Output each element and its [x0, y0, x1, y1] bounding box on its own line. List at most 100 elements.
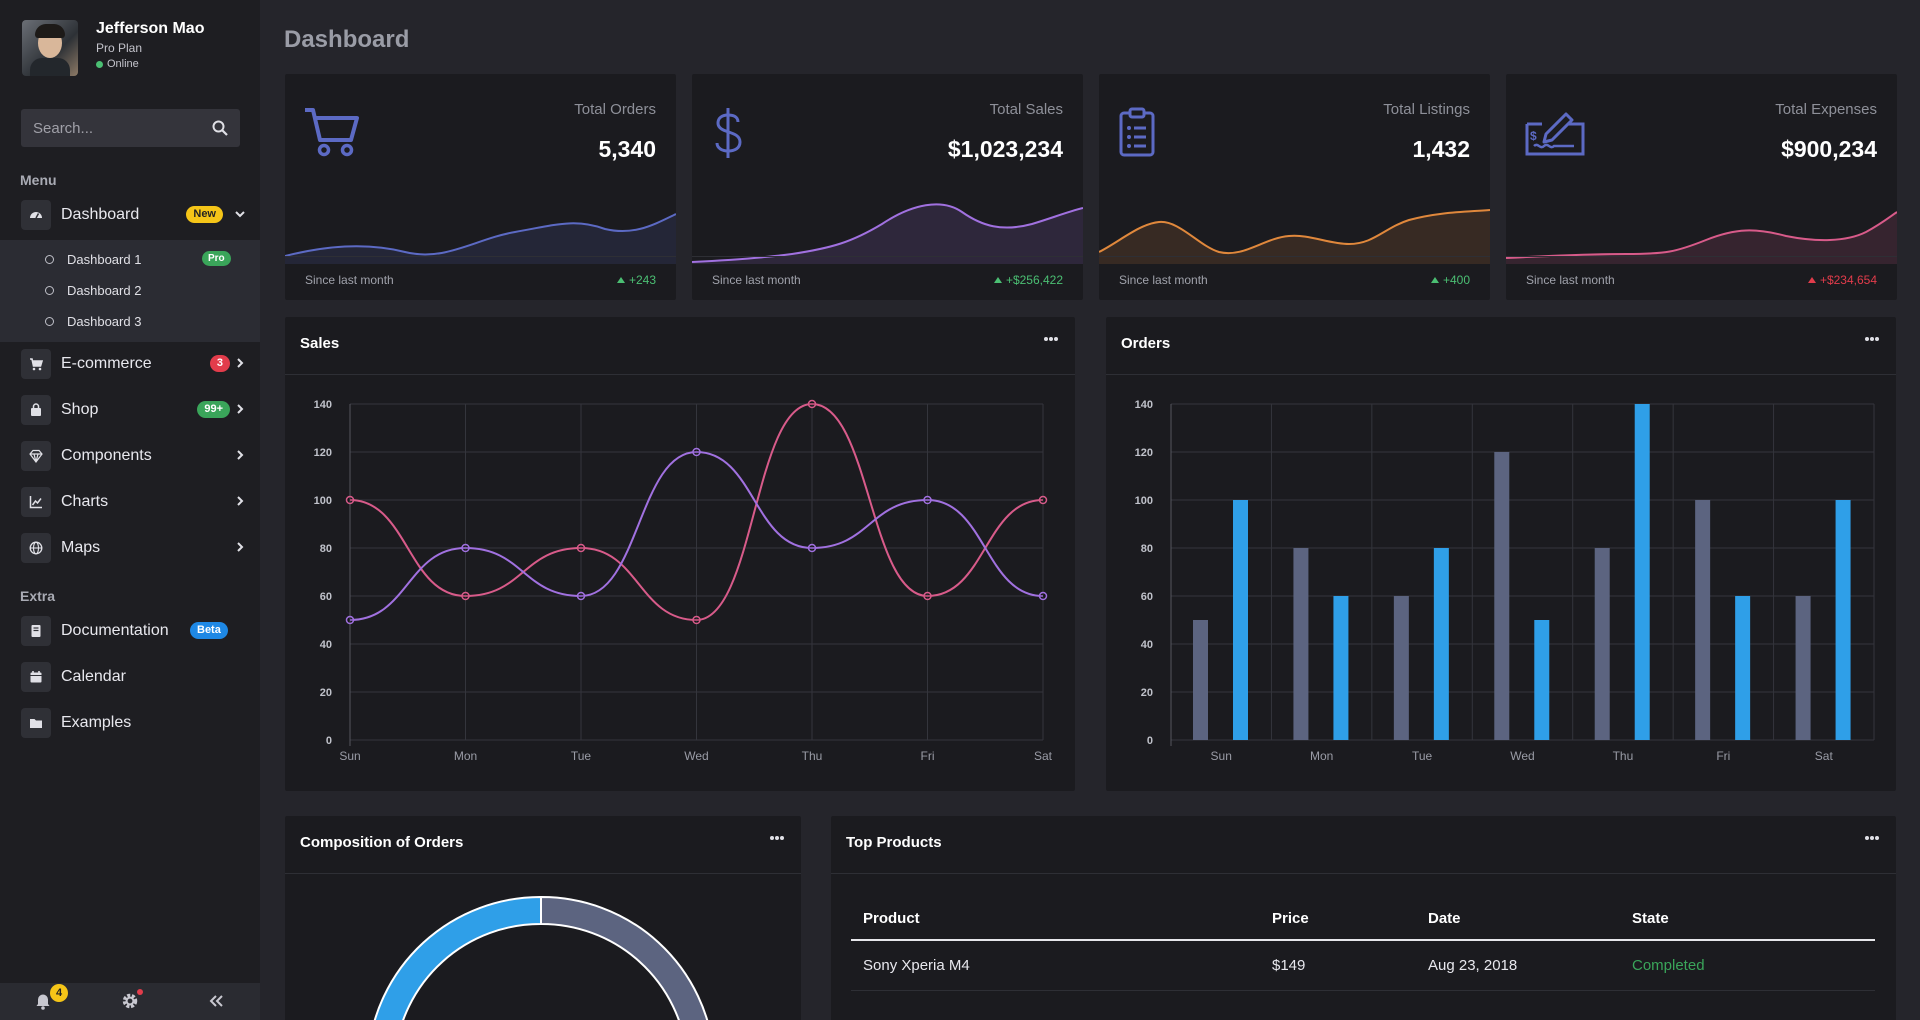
stat-delta: +$234,654 [1820, 273, 1877, 287]
column-header[interactable]: State [1620, 898, 1875, 940]
user-name: Jefferson Mao [96, 20, 204, 38]
y-tick-label: 100 [1135, 495, 1153, 507]
sidebar-item-dashboard-1[interactable]: Dashboard 1 Pro [0, 244, 260, 274]
sales-line-chart: 0 20 40 60 80 100 120 140 Sun Mon Tue Wed Thu Fri Sat [285, 317, 1075, 791]
y-tick-label: 60 [320, 591, 332, 603]
y-tick-label: 0 [326, 735, 332, 747]
column-header[interactable]: Price [1260, 898, 1416, 940]
bar-gray [1394, 596, 1409, 740]
stat-card-total-listings: Total Listings 1,432 Since last month +4… [1099, 74, 1490, 300]
sidebar-item-examples[interactable]: Examples [0, 703, 260, 743]
stat-card-total-expenses: $ Total Expenses $900,234 Since last mon… [1506, 74, 1897, 300]
sidebar-item-dashboard-2[interactable]: Dashboard 2 [0, 275, 260, 305]
avatar [22, 20, 78, 76]
data-point [347, 497, 354, 504]
column-header[interactable]: Date [1416, 898, 1620, 940]
chevron-down-icon [234, 208, 246, 220]
x-tick-label: Tue [571, 749, 592, 763]
y-tick-label: 100 [314, 495, 332, 507]
search-input[interactable] [21, 120, 201, 137]
bar-blue [1434, 548, 1449, 740]
count-badge: 3 [210, 355, 230, 372]
data-point [1040, 497, 1047, 504]
composition-card: Composition of Orders [285, 816, 801, 1020]
pro-badge: Pro [202, 251, 231, 266]
sidebar-item-components[interactable]: Components [0, 436, 260, 476]
circle-icon [45, 317, 54, 326]
sidebar-item-charts[interactable]: Charts [0, 482, 260, 522]
data-point [462, 545, 469, 552]
stat-delta: +400 [1443, 273, 1470, 287]
bar-blue [1836, 500, 1851, 740]
cart-icon [21, 349, 51, 379]
clipboard-list-icon [1117, 106, 1157, 158]
data-point [578, 545, 585, 552]
settings-button[interactable] [121, 992, 139, 1015]
column-header[interactable]: Product [851, 898, 1260, 940]
y-tick-label: 80 [1141, 543, 1153, 555]
notifications-button[interactable]: 4 [35, 993, 51, 1015]
price-cell: $149 [1260, 940, 1416, 990]
shopping-cart-icon [303, 106, 361, 158]
y-tick-label: 0 [1147, 735, 1153, 747]
x-tick-label: Thu [1613, 749, 1634, 763]
extra-section-label: Extra [20, 588, 55, 604]
search-icon[interactable] [212, 120, 228, 136]
globe-icon [21, 533, 51, 563]
y-tick-label: 120 [314, 447, 332, 459]
stat-title: Total Listings [1383, 101, 1470, 118]
data-point [1040, 593, 1047, 600]
card-title: Top Products [846, 834, 942, 851]
x-tick-label: Sun [1211, 749, 1232, 763]
data-point [809, 401, 816, 408]
sidebar-item-dashboard[interactable]: Dashboard New [0, 195, 260, 235]
orders-chart-card: Orders 0 20 40 60 80 100 120 140 Sun Mon Tue Wed Thu… [1106, 317, 1896, 791]
data-point [809, 545, 816, 552]
stat-value: 1,432 [1412, 136, 1470, 163]
stat-card-total-sales: Total Sales $1,023,234 Since last month … [692, 74, 1083, 300]
new-badge: New [186, 206, 223, 223]
sales-chart-card: Sales 0 20 40 60 80 100 120 140 Sun Mon Tue Wed Thu F… [285, 317, 1075, 791]
sidebar-item-dashboard-3[interactable]: Dashboard 3 [0, 306, 260, 336]
user-profile[interactable]: Jefferson Mao Pro Plan Online [22, 20, 204, 76]
menu-section-label: Menu [20, 172, 57, 188]
bar-blue [1333, 596, 1348, 740]
caret-up-icon [994, 277, 1002, 283]
bar-blue [1233, 500, 1248, 740]
y-tick-label: 120 [1135, 447, 1153, 459]
alert-dot-icon [137, 989, 143, 995]
sidebar-footer: 4 [0, 983, 260, 1020]
sidebar-item-ecommerce[interactable]: E-commerce 3 [0, 344, 260, 384]
bar-blue [1534, 620, 1549, 740]
sidebar-item-calendar[interactable]: Calendar [0, 657, 260, 697]
stat-delta: +243 [629, 273, 656, 287]
sparkline [285, 194, 676, 264]
sparkline [1099, 194, 1490, 264]
x-tick-label: Wed [684, 749, 708, 763]
bar-blue [1635, 404, 1650, 740]
chevron-right-icon [234, 495, 246, 507]
sidebar-item-label: Dashboard [61, 206, 139, 224]
user-plan: Pro Plan [96, 41, 204, 55]
y-tick-label: 40 [320, 639, 332, 651]
sparkline [1506, 194, 1897, 264]
x-tick-label: Thu [802, 749, 823, 763]
sidebar-item-maps[interactable]: Maps [0, 528, 260, 568]
collapse-sidebar-button[interactable] [208, 994, 224, 1013]
doughnut-segment-blue [368, 897, 541, 1020]
stat-value: 5,340 [598, 136, 656, 163]
count-badge: 99+ [197, 401, 230, 418]
beta-badge: Beta [190, 622, 228, 639]
doughnut-segment-gray [541, 897, 714, 1020]
sidebar-item-shop[interactable]: Shop 99+ [0, 390, 260, 430]
sidebar: Jefferson Mao Pro Plan Online Menu Dashb… [0, 0, 260, 1020]
sidebar-item-documentation[interactable]: Documentation Beta [0, 611, 260, 651]
bar-gray [1695, 500, 1710, 740]
more-horizontal-icon[interactable] [1864, 835, 1880, 841]
dashboard-submenu: Dashboard 1 Pro Dashboard 2 Dashboard 3 [0, 240, 260, 342]
stat-value: $900,234 [1781, 136, 1877, 163]
data-point [578, 593, 585, 600]
notification-count-badge: 4 [50, 984, 68, 1002]
caret-up-icon [1808, 277, 1816, 283]
table-row[interactable]: Sony Xperia M4 $149 Aug 23, 2018 Complet… [851, 940, 1875, 990]
